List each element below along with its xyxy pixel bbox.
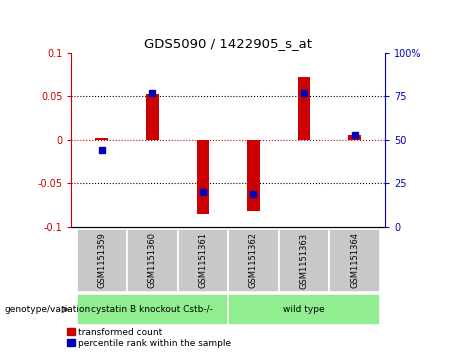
Bar — [279, 229, 329, 292]
Bar — [348, 135, 361, 140]
Bar — [298, 77, 310, 140]
Text: GSM1151362: GSM1151362 — [249, 232, 258, 289]
Text: GSM1151364: GSM1151364 — [350, 232, 359, 289]
Bar — [196, 140, 209, 214]
Text: wild type: wild type — [283, 305, 325, 314]
Bar — [146, 94, 159, 140]
Bar — [95, 138, 108, 140]
Text: GSM1151359: GSM1151359 — [97, 233, 106, 288]
Bar — [228, 294, 380, 325]
Text: GSM1151361: GSM1151361 — [198, 232, 207, 289]
Bar — [247, 140, 260, 211]
Text: genotype/variation: genotype/variation — [5, 305, 91, 314]
Bar — [177, 229, 228, 292]
Legend: transformed count, percentile rank within the sample: transformed count, percentile rank withi… — [67, 327, 231, 348]
Text: GSM1151360: GSM1151360 — [148, 232, 157, 289]
Bar — [228, 229, 279, 292]
Bar — [329, 229, 380, 292]
Bar — [127, 229, 177, 292]
Bar — [77, 229, 127, 292]
Text: cystatin B knockout Cstb-/-: cystatin B knockout Cstb-/- — [91, 305, 213, 314]
Bar — [77, 294, 228, 325]
Title: GDS5090 / 1422905_s_at: GDS5090 / 1422905_s_at — [144, 37, 312, 50]
Text: GSM1151363: GSM1151363 — [300, 232, 308, 289]
